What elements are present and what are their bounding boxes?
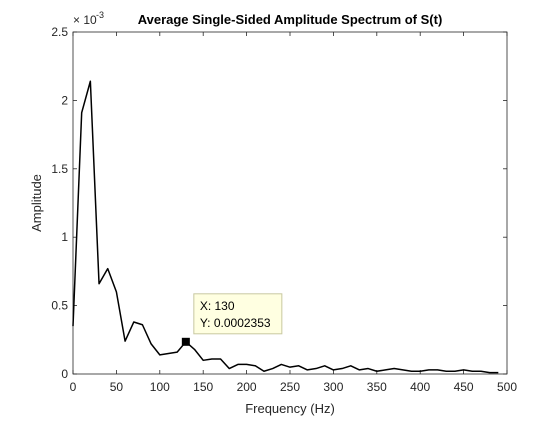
x-tick-label: 350 bbox=[367, 380, 387, 394]
chart-title: Average Single-Sided Amplitude Spectrum … bbox=[138, 12, 443, 27]
y-exponent-base: × 10 bbox=[73, 13, 97, 27]
x-tick-label: 300 bbox=[323, 380, 343, 394]
datatip-marker[interactable] bbox=[182, 338, 190, 346]
datatip-x-text: X: 130 bbox=[200, 299, 235, 313]
x-tick-label: 450 bbox=[454, 380, 474, 394]
x-tick-label: 100 bbox=[150, 380, 170, 394]
y-exponent-power: -3 bbox=[96, 10, 104, 20]
x-tick-label: 400 bbox=[410, 380, 430, 394]
y-tick-label: 0.5 bbox=[51, 299, 68, 313]
datatip-y-text: Y: 0.0002353 bbox=[200, 316, 271, 330]
y-axis-label: Amplitude bbox=[29, 174, 44, 232]
x-tick-label: 500 bbox=[497, 380, 517, 394]
x-tick-label: 150 bbox=[193, 380, 213, 394]
y-tick-label: 1 bbox=[61, 230, 68, 244]
y-tick-label: 2.5 bbox=[51, 25, 68, 39]
x-tick-label: 50 bbox=[110, 380, 124, 394]
x-tick-label: 250 bbox=[280, 380, 300, 394]
y-tick-label: 1.5 bbox=[51, 162, 68, 176]
x-tick-label: 200 bbox=[237, 380, 257, 394]
x-axis-label: Frequency (Hz) bbox=[245, 401, 335, 416]
y-axis-exponent: × 10 -3 bbox=[73, 10, 104, 27]
y-tick-label: 0 bbox=[61, 367, 68, 381]
x-tick-label: 0 bbox=[70, 380, 77, 394]
y-tick-label: 2 bbox=[61, 93, 68, 107]
